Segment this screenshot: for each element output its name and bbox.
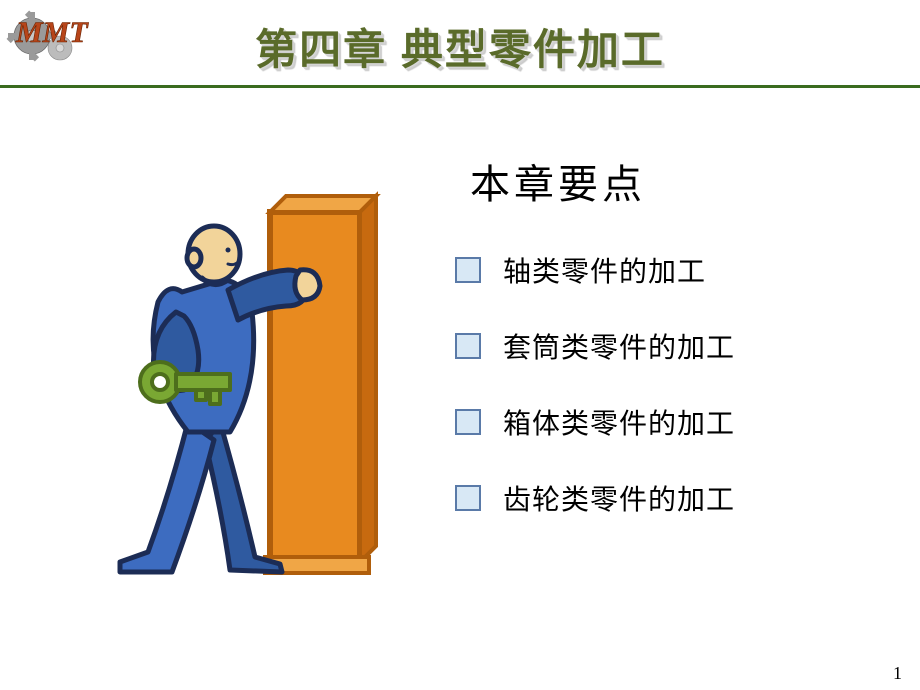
header-divider [0,85,920,88]
door-icon [265,196,376,573]
section-title: 本章要点 [470,152,646,210]
list-item: 齿轮类零件的加工 [455,478,735,518]
list-item: 轴类零件的加工 [455,250,735,290]
bullet-label: 套筒类零件的加工 [503,326,735,366]
chapter-title: 第四章 典型零件加工 [0,16,920,77]
page-number: 1 [893,663,902,684]
slide-content: 本章要点 轴类零件的加工 套筒类零件的加工 箱体类零件的加工 齿轮类零件的加工 … [0,92,920,690]
bullet-list: 轴类零件的加工 套筒类零件的加工 箱体类零件的加工 齿轮类零件的加工 [455,250,735,518]
list-item: 套筒类零件的加工 [455,326,735,366]
bullet-label: 轴类零件的加工 [503,250,706,290]
bullet-square-icon [455,333,481,359]
bullet-label: 齿轮类零件的加工 [503,478,735,518]
bullet-square-icon [455,409,481,435]
figure-door-illustration [110,172,390,592]
list-item: 箱体类零件的加工 [455,402,735,442]
bullet-square-icon [455,485,481,511]
slide-header: MMT 第四章 典型零件加工 [0,0,920,92]
bullet-square-icon [455,257,481,283]
bullet-label: 箱体类零件的加工 [503,402,735,442]
